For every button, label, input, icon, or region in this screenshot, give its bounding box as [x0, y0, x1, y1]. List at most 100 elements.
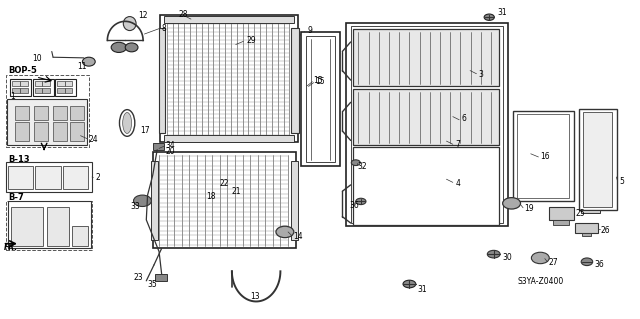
Text: 31: 31 — [417, 285, 427, 293]
Text: B-7: B-7 — [8, 193, 24, 202]
Bar — [65, 88, 72, 93]
Bar — [7, 99, 87, 145]
Text: 11: 11 — [77, 62, 87, 71]
Text: 25: 25 — [575, 209, 585, 218]
Text: 18: 18 — [206, 191, 216, 201]
Bar — [35, 88, 42, 93]
Text: 9: 9 — [307, 26, 312, 35]
Text: BOP-5: BOP-5 — [8, 66, 37, 75]
Text: 23: 23 — [133, 273, 143, 282]
Bar — [548, 207, 574, 220]
Ellipse shape — [125, 43, 138, 52]
Bar — [42, 81, 50, 86]
Text: 34: 34 — [166, 141, 175, 150]
Bar — [164, 16, 294, 23]
Ellipse shape — [124, 17, 136, 31]
Bar — [12, 88, 20, 93]
Text: 4: 4 — [456, 179, 460, 188]
Bar — [72, 226, 88, 246]
Bar — [33, 78, 54, 96]
Bar — [580, 210, 600, 213]
Bar — [291, 161, 298, 240]
Bar — [516, 114, 569, 198]
Bar — [35, 167, 61, 189]
Bar — [6, 162, 92, 192]
Bar — [301, 33, 340, 166]
Text: 27: 27 — [548, 258, 558, 267]
Bar — [583, 112, 612, 206]
Ellipse shape — [276, 226, 294, 238]
Bar — [53, 106, 67, 120]
Bar — [11, 207, 43, 246]
Bar — [63, 167, 88, 189]
Bar — [8, 201, 92, 249]
Bar — [153, 143, 164, 150]
Text: 36: 36 — [595, 260, 604, 269]
Bar — [152, 161, 158, 240]
Bar — [164, 135, 294, 142]
Text: 8: 8 — [162, 24, 166, 33]
Text: 24: 24 — [89, 135, 99, 144]
Bar — [161, 15, 298, 142]
Bar — [20, 88, 28, 93]
Text: 30: 30 — [502, 254, 512, 263]
Text: 17: 17 — [140, 126, 150, 135]
Ellipse shape — [111, 42, 127, 52]
Text: 7: 7 — [456, 140, 460, 149]
Text: 20: 20 — [166, 147, 175, 156]
Bar — [8, 167, 33, 189]
Text: 13: 13 — [250, 292, 260, 301]
Text: 19: 19 — [524, 204, 534, 213]
Text: 15: 15 — [315, 77, 324, 86]
Bar — [42, 88, 50, 93]
Text: 22: 22 — [219, 179, 228, 188]
Ellipse shape — [356, 198, 366, 204]
Bar — [582, 233, 591, 236]
Ellipse shape — [123, 113, 132, 133]
Bar — [291, 28, 299, 132]
Text: 1: 1 — [10, 92, 15, 101]
Bar — [6, 201, 92, 250]
Ellipse shape — [487, 250, 500, 258]
Text: 5: 5 — [619, 177, 624, 186]
Bar — [34, 122, 48, 141]
Bar — [47, 207, 69, 246]
Bar — [159, 28, 166, 132]
Bar — [306, 36, 335, 162]
Text: 2: 2 — [95, 174, 100, 182]
Text: B-13: B-13 — [8, 155, 30, 164]
Bar — [15, 122, 29, 141]
Text: 35: 35 — [148, 280, 157, 289]
Text: 15: 15 — [314, 76, 323, 85]
Bar — [579, 109, 617, 210]
Text: S3YA-Z0400: S3YA-Z0400 — [518, 277, 564, 286]
Ellipse shape — [581, 258, 593, 266]
Ellipse shape — [502, 197, 520, 209]
Text: 32: 32 — [357, 162, 367, 171]
Text: 31: 31 — [497, 8, 507, 17]
Bar — [153, 152, 296, 249]
Text: 10: 10 — [33, 54, 42, 63]
Bar — [34, 106, 48, 120]
Bar — [35, 81, 42, 86]
Text: 12: 12 — [138, 11, 147, 20]
Bar — [513, 111, 573, 201]
Bar — [70, 106, 84, 120]
Text: 3: 3 — [478, 70, 483, 79]
Bar — [20, 81, 28, 86]
Bar — [70, 122, 84, 141]
Bar — [12, 81, 20, 86]
Bar — [346, 23, 508, 226]
Bar — [553, 220, 569, 225]
Bar — [55, 78, 76, 96]
Ellipse shape — [120, 110, 135, 136]
Bar — [351, 26, 502, 223]
Bar — [353, 89, 499, 145]
Text: FR.: FR. — [4, 243, 18, 252]
Bar — [353, 29, 499, 86]
Ellipse shape — [484, 14, 494, 20]
Bar — [575, 223, 598, 233]
Text: 16: 16 — [540, 152, 550, 161]
Bar — [15, 106, 29, 120]
Bar — [353, 147, 499, 225]
